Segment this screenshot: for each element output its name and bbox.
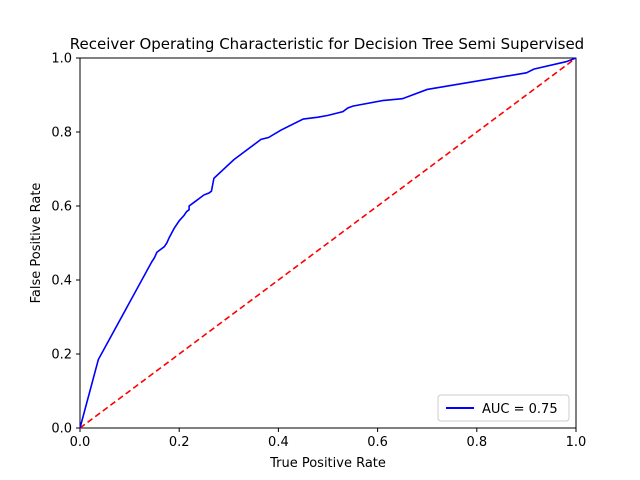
y-tick-label: 0.0 xyxy=(51,422,72,437)
x-tick-label: 0.2 xyxy=(169,435,190,450)
x-tick-label: 0.6 xyxy=(367,435,388,450)
x-tick-label: 0.4 xyxy=(268,435,289,450)
series-layer xyxy=(79,57,577,429)
legend-box xyxy=(437,394,570,422)
y-tick-label: 1.0 xyxy=(51,52,72,67)
y-tick-label: 0.2 xyxy=(51,348,72,363)
x-axis-ticks: 0.0 0.2 0.4 0.6 0.8 1.0 xyxy=(70,428,587,450)
chance-diagonal-line xyxy=(79,57,577,429)
roc-curve-line xyxy=(79,57,577,429)
y-tick-label: 0.4 xyxy=(51,274,72,289)
plot-frame xyxy=(79,57,577,429)
legend: AUC = 0.75 xyxy=(437,394,570,422)
y-axis-label: False Positive Rate xyxy=(29,183,44,304)
y-axis-ticks: 0.0 0.2 0.4 0.6 0.8 1.0 xyxy=(51,52,80,437)
legend-label: AUC = 0.75 xyxy=(482,402,558,417)
x-tick-label: 1.0 xyxy=(566,435,587,450)
y-tick-label: 0.6 xyxy=(51,200,72,215)
x-tick-label: 0.0 xyxy=(70,435,91,450)
chart-title: Receiver Operating Characteristic for De… xyxy=(70,35,584,53)
y-tick-label: 0.8 xyxy=(51,126,72,141)
x-axis-label: True Positive Rate xyxy=(269,456,386,471)
x-tick-label: 0.8 xyxy=(466,435,487,450)
